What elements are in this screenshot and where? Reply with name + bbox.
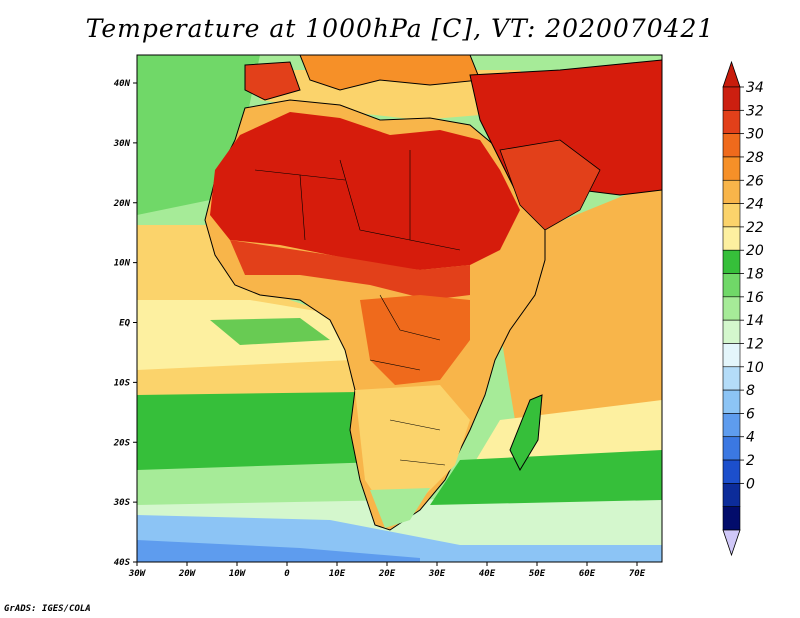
colorbar-label: 20 — [746, 243, 764, 259]
colorbar-swatch — [722, 343, 741, 368]
colorbar-swatch — [722, 366, 741, 391]
country-borders — [254, 150, 461, 466]
colorbar-label: 6 — [746, 406, 755, 422]
madagascar — [509, 394, 543, 472]
lon-tick-label: 0 — [284, 569, 290, 579]
plot-frame — [136, 54, 663, 563]
colorbar-swatch — [722, 296, 741, 321]
longitude-axis: 30W 20W 10W 0 10E 20E 30E 40E 50E 60E 70E — [128, 562, 646, 579]
colorbar-swatch — [722, 86, 741, 111]
lat-tick-label: 30N — [113, 139, 131, 149]
north-atlantic-green — [137, 55, 260, 215]
lon-tick-label: 30E — [428, 569, 446, 579]
colorbar-label: 26 — [746, 173, 764, 189]
south-atlantic-light — [137, 462, 380, 510]
southern-africa-zone — [355, 385, 470, 510]
colorbar-label: 32 — [746, 103, 764, 119]
lat-tick-label: 10N — [114, 259, 131, 269]
colorbar-swatch — [722, 249, 741, 274]
colorbar-swatch — [722, 459, 741, 484]
colorbar-swatch — [722, 436, 741, 461]
map-title: Temperature at 1000hPa [C], VT: 20200704… — [85, 14, 715, 43]
sahel-warm-zone — [230, 240, 470, 300]
green-tropical-patch — [210, 318, 330, 345]
arabian-peninsula — [499, 139, 601, 231]
colorbar-label: 12 — [746, 336, 764, 352]
lon-tick-label: 10E — [329, 569, 346, 579]
lon-tick-label: 20E — [378, 569, 396, 579]
lat-tick-label: 10S — [114, 378, 131, 388]
colorbar-swatch — [722, 483, 741, 507]
colorbar-label: 16 — [746, 290, 764, 306]
colorbar-label: 4 — [746, 430, 755, 446]
colorbar-over-triangle — [722, 60, 741, 88]
colorbar-label: 14 — [746, 313, 764, 329]
central-africa-zone — [360, 295, 470, 385]
colorbar-label: 28 — [746, 150, 764, 166]
south-atlantic-green — [137, 392, 360, 475]
latitude-axis: 40N 30N 20N 10N EQ 10S 20S 30S 40S — [113, 79, 137, 568]
grads-credit: GrADS: IGES/COLA — [4, 604, 91, 614]
lon-tick-label: 10W — [229, 569, 247, 579]
colorbar-swatch — [722, 389, 741, 414]
lat-tick-label: 30S — [113, 498, 131, 508]
colorbar-label: 2 — [746, 453, 755, 469]
colorbar-label: 24 — [746, 197, 764, 213]
europe-landmass — [299, 55, 481, 91]
lon-tick-label: 40E — [479, 569, 496, 579]
colorbar-swatch — [722, 133, 741, 158]
colorbar-swatch — [722, 319, 741, 344]
colorbar-swatch — [722, 226, 741, 251]
colorbar-label: 8 — [746, 383, 755, 399]
colorbar-under-triangle — [722, 529, 741, 557]
lon-tick-label: 20W — [178, 569, 197, 579]
colorbar-swatch — [722, 273, 741, 298]
colorbar-swatch — [722, 413, 741, 438]
sahara-hot-zone — [210, 112, 520, 270]
colorbar-label: 10 — [746, 360, 764, 376]
colorbar-swatch — [722, 179, 741, 204]
map-plot-area — [137, 55, 662, 562]
lon-tick-label: 50E — [529, 569, 546, 579]
lon-tick-label: 70E — [629, 569, 646, 579]
colorbar-label: 30 — [746, 127, 764, 143]
colorbar-swatch — [722, 156, 741, 181]
lat-tick-label: 40S — [114, 558, 131, 568]
lat-tick-label: 20N — [113, 199, 131, 209]
colorbar-label: 22 — [746, 220, 764, 236]
lon-tick-label: 30W — [128, 569, 147, 579]
lat-tick-label: EQ — [119, 319, 130, 329]
colorbar-label: 18 — [746, 267, 764, 283]
colorbar-label: 34 — [746, 80, 764, 96]
southern-tip-zone — [370, 488, 430, 528]
indian-ocean-green — [430, 450, 662, 505]
southern-deep-blue — [137, 540, 420, 562]
colorbar-label: 0 — [746, 476, 755, 492]
lon-tick-label: 60E — [579, 569, 596, 579]
colorbar-swatch — [722, 110, 741, 134]
colorbar-swatch — [722, 506, 741, 531]
lat-tick-label: 40N — [114, 79, 131, 89]
iberia-landmass — [244, 61, 301, 101]
colorbar-swatch — [722, 203, 741, 228]
lat-tick-label: 20S — [113, 438, 131, 448]
